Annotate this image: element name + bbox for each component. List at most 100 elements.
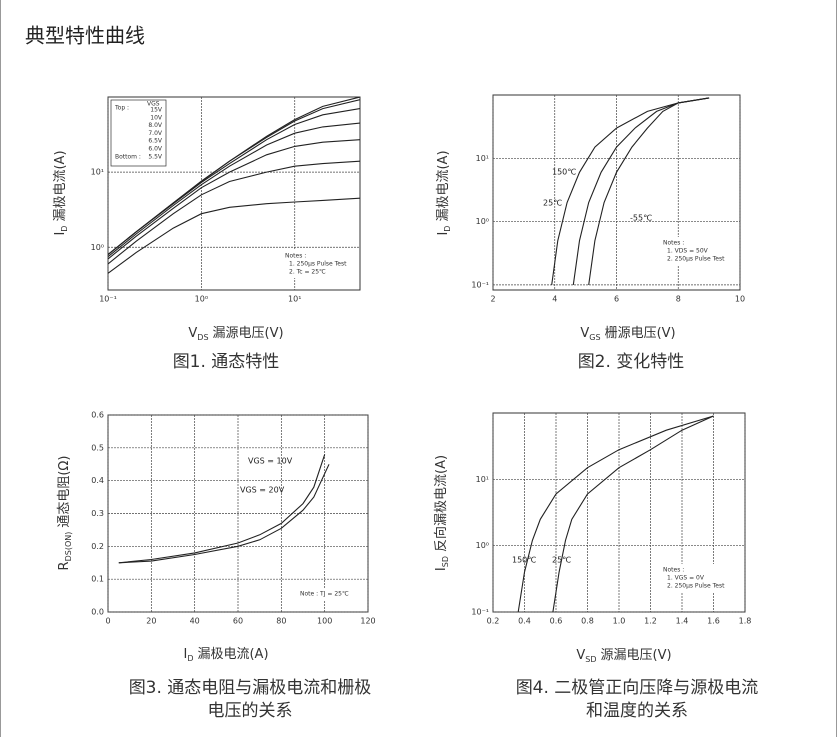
y-axis-label-subscript: D [443, 226, 452, 232]
x-tick-label: 6 [614, 295, 619, 304]
series-label: 25℃ [552, 556, 571, 565]
y-tick-label: 0.3 [91, 509, 104, 518]
curve [552, 415, 714, 612]
notes-box [296, 588, 366, 600]
x-tick-label: 40 [190, 617, 200, 626]
notes-box [659, 564, 729, 592]
y-axis-label-text: 通态电阻(Ω) [57, 456, 72, 528]
y-tick-label: 10⁻¹ [471, 608, 489, 617]
x-axis-label: VGS 栅源电压(V) [580, 326, 675, 343]
x-tick-label: 0.4 [518, 617, 531, 626]
y-tick-label: 0.5 [91, 443, 104, 452]
notes-box [659, 237, 729, 265]
x-axis-label-text: 漏极电流(A) [197, 646, 268, 662]
x-axis-label-symbol: I [183, 647, 187, 662]
x-tick-label: 120 [360, 617, 375, 626]
legend-title: VGS [147, 101, 160, 108]
x-tick-label: 10⁰ [195, 295, 208, 304]
x-tick-label: 0 [105, 617, 110, 626]
note: 2. 250μs Pulse Test [667, 256, 725, 263]
y-tick-label: 10¹ [91, 168, 104, 177]
y-axis-label-symbol: I [53, 232, 68, 236]
legend-box [110, 99, 167, 167]
y-axis-label-subscript: DS(ON) [64, 532, 73, 562]
legend-entry: 5.5V [148, 153, 163, 160]
series-label: VGS = 20V [240, 486, 285, 495]
x-tick-label: 100 [317, 617, 332, 626]
x-axis-label: VDS 漏源电压(V) [188, 325, 283, 343]
note: Note : TJ = 25℃ [300, 591, 349, 598]
note: Notes : [285, 253, 306, 260]
y-axis-label-text: 漏极电流(A) [52, 150, 68, 221]
caption: 图4. 二极管正向压降与源极电流 [516, 678, 759, 698]
caption: 电压的关系 [208, 701, 293, 721]
series-label: 25℃ [543, 199, 562, 208]
series-label: -55℃ [630, 214, 652, 223]
x-tick-label: 0.2 [487, 617, 500, 626]
legend-entry: 6.0V [148, 146, 163, 153]
curve [108, 139, 360, 260]
series-label: VGS = 10V [248, 457, 293, 466]
x-axis-label: VSD 源漏电压(V) [576, 647, 671, 665]
y-axis-label: ISD 反向漏极电流(A) [433, 455, 451, 571]
curve [118, 454, 326, 564]
x-axis-label-subscript: D [187, 654, 193, 663]
y-tick-label: 10¹ [476, 154, 489, 163]
curve [108, 108, 360, 256]
series-label: 150℃ [512, 556, 536, 565]
note: 1. VGS = 0V [667, 575, 705, 582]
legend-entry: 6.5V [148, 138, 163, 145]
curve [118, 464, 330, 564]
x-axis-label-subscript: DS [197, 333, 208, 342]
y-tick-label: 0.1 [91, 575, 104, 584]
x-axis-label-subscript: GS [589, 333, 600, 342]
note: Notes : [663, 567, 684, 574]
note: 1. 250μs Pulse Test [289, 261, 347, 268]
x-tick-label: 1.8 [739, 617, 752, 626]
x-tick-label: 10¹ [288, 295, 301, 304]
curve [517, 415, 714, 612]
y-axis-label: RDS(ON) 通态电阻(Ω) [57, 456, 74, 571]
curve [108, 197, 360, 274]
y-tick-label: 0.0 [91, 608, 104, 617]
x-axis-label: ID 漏极电流(A) [183, 646, 268, 664]
x-tick-label: 80 [276, 617, 286, 626]
page-title: 典型特性曲线 [25, 24, 145, 48]
y-axis-label-subscript: SD [441, 556, 450, 567]
y-axis-label-text: 漏极电流(A) [435, 150, 451, 221]
notes-box [281, 250, 351, 278]
x-tick-label: 2 [490, 295, 495, 304]
note: 2. 250μs Pulse Test [667, 583, 725, 590]
curve [551, 97, 710, 285]
y-axis-label: ID 漏极电流(A) [52, 150, 70, 235]
x-tick-label: 20 [146, 617, 156, 626]
x-tick-label: 8 [676, 295, 681, 304]
x-tick-label: 0.6 [550, 617, 563, 626]
caption: 图3. 通态电阻与漏极电流和栅极 [129, 678, 372, 698]
series-label: 150℃ [552, 168, 576, 177]
x-axis-label-symbol: V [188, 326, 197, 341]
note: 1. VDS = 50V [667, 248, 709, 255]
legend-entry: 15V [150, 107, 163, 114]
y-tick-label: 0.6 [91, 411, 104, 420]
y-tick-label: 10¹ [476, 475, 489, 484]
x-tick-label: 1.2 [644, 617, 657, 626]
legend-label: Bottom : [115, 153, 141, 160]
y-tick-label: 10⁻¹ [471, 280, 489, 289]
y-tick-label: 10⁰ [476, 541, 489, 550]
note: Notes : [663, 240, 684, 247]
x-axis-label-text: 漏源电压(V) [213, 325, 284, 341]
x-tick-label: 1.4 [676, 617, 689, 626]
legend-label: Top : [114, 105, 129, 112]
x-tick-label: 0.8 [581, 617, 594, 626]
x-axis-label-subscript: SD [585, 655, 596, 664]
y-tick-label: 10⁰ [476, 217, 489, 226]
y-axis-label-subscript: D [60, 226, 69, 232]
y-tick-label: 10⁰ [91, 243, 104, 252]
y-axis-label: ID 漏极电流(A) [435, 150, 453, 235]
x-tick-label: 1.0 [613, 617, 626, 626]
caption: 图1. 通态特性 [173, 352, 280, 372]
note: 2. Tc = 25℃ [289, 269, 326, 276]
caption: 和温度的关系 [586, 701, 688, 721]
legend-entry: 7.0V [148, 130, 163, 137]
